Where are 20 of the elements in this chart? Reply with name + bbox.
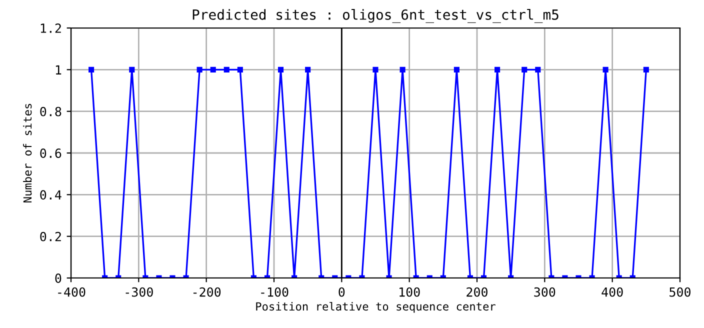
chart-title: Predicted sites : oligos_6nt_test_vs_ctrl_m5: [192, 9, 558, 23]
y-axis-title: Number of sites: [23, 104, 32, 202]
y-tick-label: 0.8: [40, 106, 62, 116]
y-tick-label: 0.4: [40, 190, 62, 200]
x-tick-label: -100: [261, 287, 288, 297]
x-tick-label: 500: [670, 287, 690, 297]
x-tick-label: -400: [58, 287, 86, 297]
y-tick-label: 0.6: [40, 148, 62, 158]
x-tick-label: 100: [400, 287, 420, 297]
y-tick-label: 1.2: [40, 24, 61, 33]
x-tick-label: 400: [602, 287, 623, 297]
y-tick-label: 0.2: [40, 232, 61, 242]
x-tick-label: -300: [126, 287, 153, 297]
x-axis-title: Position relative to sequence center: [256, 302, 496, 313]
x-tick-label: -200: [193, 287, 221, 297]
x-tick-label: 0: [338, 287, 345, 297]
x-tick-label: 300: [534, 287, 556, 297]
y-tick-label: 0: [55, 274, 62, 283]
y-tick-label: 1: [56, 65, 62, 74]
x-tick-label: 200: [466, 287, 488, 297]
